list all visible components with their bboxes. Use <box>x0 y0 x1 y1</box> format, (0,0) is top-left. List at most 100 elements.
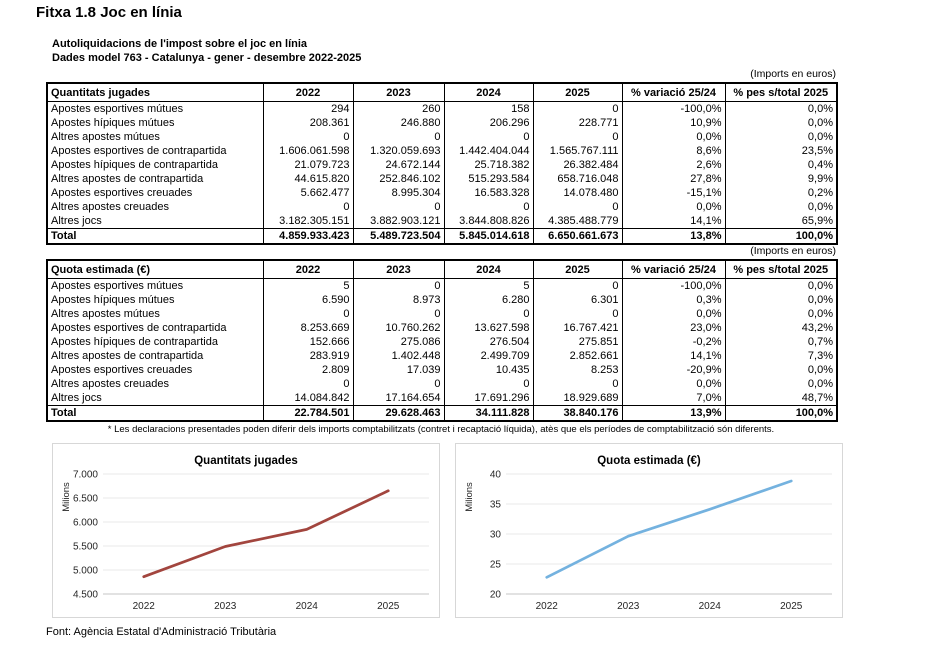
cell-value: 0 <box>262 200 354 214</box>
total-label: Total <box>46 405 264 421</box>
cell-value: 0 <box>262 130 354 144</box>
column-header: 2022 <box>262 82 354 102</box>
table-row: Apostes hípiques mútues 6.590 8.973 6.280 6.… <box>46 293 838 307</box>
cell-value: 13.627.598 <box>443 321 534 335</box>
y-tick-label: 7.000 <box>73 470 98 481</box>
cell-value: 260 <box>352 101 445 116</box>
x-tick-label: 2023 <box>214 601 237 612</box>
cell-value: 0 <box>352 200 445 214</box>
table-row: Altres apostes mútues 0 0 0 0 0,0% 0,0% <box>46 130 838 144</box>
total-value: 13,9% <box>621 405 726 421</box>
cell-value: 14.078.480 <box>532 186 623 200</box>
cell-value: 276.504 <box>443 335 534 349</box>
cell-value: 10.435 <box>443 363 534 377</box>
cell-value: 228.771 <box>532 116 623 130</box>
cell-value: 0 <box>352 377 445 391</box>
cell-value: 3.882.903.121 <box>352 214 445 229</box>
cell-value: 208.361 <box>262 116 354 130</box>
table-row: Apostes esportives de contrapartida 8.253… <box>46 321 838 335</box>
x-tick-label: 2025 <box>377 601 400 612</box>
row-label: Altres apostes de contrapartida <box>46 349 264 363</box>
row-label: Apostes esportives de contrapartida <box>46 144 264 158</box>
table-row: Altres apostes de contrapartida 283.919 1.… <box>46 349 838 363</box>
cell-value: 4.385.488.779 <box>532 214 623 229</box>
cell-value: 14,1% <box>621 349 726 363</box>
cell-value: 5 <box>443 278 534 293</box>
cell-value: 43,2% <box>724 321 838 335</box>
total-value: 100,0% <box>724 405 838 421</box>
chart-svg: Quantitats jugades Milions 4.500 5.000 5.500… <box>61 455 429 612</box>
cell-value: 65,9% <box>724 214 838 229</box>
cell-value: 0,0% <box>621 307 726 321</box>
cell-value: 294 <box>262 101 354 116</box>
cell-value: 0,0% <box>621 200 726 214</box>
cell-value: 23,0% <box>621 321 726 335</box>
y-axis-label: Milions <box>464 482 475 512</box>
row-label: Apostes esportives de contrapartida <box>46 321 264 335</box>
cell-value: 0,0% <box>724 200 838 214</box>
cell-value: 23,5% <box>724 144 838 158</box>
cell-value: 3.182.305.151 <box>262 214 354 229</box>
cell-value: 0 <box>532 377 623 391</box>
total-value: 38.840.176 <box>532 405 623 421</box>
cell-value: 206.296 <box>443 116 534 130</box>
cell-value: 3.844.808.826 <box>443 214 534 229</box>
cell-value: 16.767.421 <box>532 321 623 335</box>
cell-value: 1.442.404.044 <box>443 144 534 158</box>
table-row: Altres jocs 14.084.842 17.164.654 17.691.29… <box>46 391 838 406</box>
row-label: Altres apostes mútues <box>46 307 264 321</box>
cell-value: 16.583.328 <box>443 186 534 200</box>
page-title: Fitxa 1.8 Joc en línia <box>36 4 182 21</box>
cell-value: 0 <box>352 278 445 293</box>
cell-value: 515.293.584 <box>443 172 534 186</box>
cell-value: 8.253.669 <box>262 321 354 335</box>
cell-value: 0,0% <box>621 130 726 144</box>
cell-value: 0 <box>262 377 354 391</box>
row-label: Apostes hípiques de contrapartida <box>46 158 264 172</box>
row-label: Altres apostes mútues <box>46 130 264 144</box>
cell-value: 0,0% <box>724 116 838 130</box>
cell-value: -15,1% <box>621 186 726 200</box>
cell-value: 6.280 <box>443 293 534 307</box>
report-scope-line: Dades model 763 - Catalunya - gener - de… <box>52 52 362 64</box>
column-header: 2023 <box>352 82 445 102</box>
cell-value: 5.662.477 <box>262 186 354 200</box>
cell-value: 0,4% <box>724 158 838 172</box>
cell-value: 7,0% <box>621 391 726 406</box>
table-row: Apostes hípiques de contrapartida 21.079.… <box>46 158 838 172</box>
cell-value: 17.691.296 <box>443 391 534 406</box>
x-tick-label: 2022 <box>536 601 559 612</box>
chart-title: Quantitats jugades <box>194 455 298 467</box>
cell-value: 2.499.709 <box>443 349 534 363</box>
total-value: 29.628.463 <box>352 405 445 421</box>
table-row: Apostes esportives de contrapartida 1.606… <box>46 144 838 158</box>
report-subtitle: Autoliquidacions de l'impost sobre el jo… <box>52 38 308 50</box>
column-header: 2025 <box>532 259 623 279</box>
cell-value: 21.079.723 <box>262 158 354 172</box>
cell-value: 8.973 <box>352 293 445 307</box>
cell-value: 24.672.144 <box>352 158 445 172</box>
column-header: 2024 <box>443 82 534 102</box>
cell-value: 275.851 <box>532 335 623 349</box>
x-tick-label: 2025 <box>780 601 803 612</box>
cell-value: 0 <box>443 377 534 391</box>
y-tick-label: 30 <box>490 530 502 541</box>
y-tick-label: 5.000 <box>73 566 98 577</box>
cell-value: -100,0% <box>621 101 726 116</box>
cell-value: 0,3% <box>621 293 726 307</box>
table-row: Altres jocs 3.182.305.151 3.882.903.121 3.8… <box>46 214 838 229</box>
row-label: Apostes esportives mútues <box>46 101 264 116</box>
cell-value: 6.301 <box>532 293 623 307</box>
total-value: 100,0% <box>724 228 838 244</box>
cell-value: 25.718.382 <box>443 158 534 172</box>
x-tick-label: 2024 <box>296 601 319 612</box>
table-row: Apostes hípiques de contrapartida 152.666… <box>46 335 838 349</box>
cell-value: 0 <box>532 278 623 293</box>
cell-value: 0 <box>352 130 445 144</box>
cell-value: 0 <box>532 130 623 144</box>
cell-value: 27,8% <box>621 172 726 186</box>
table-row: Apostes esportives creuades 2.809 17.039 10… <box>46 363 838 377</box>
total-label: Total <box>46 228 264 244</box>
